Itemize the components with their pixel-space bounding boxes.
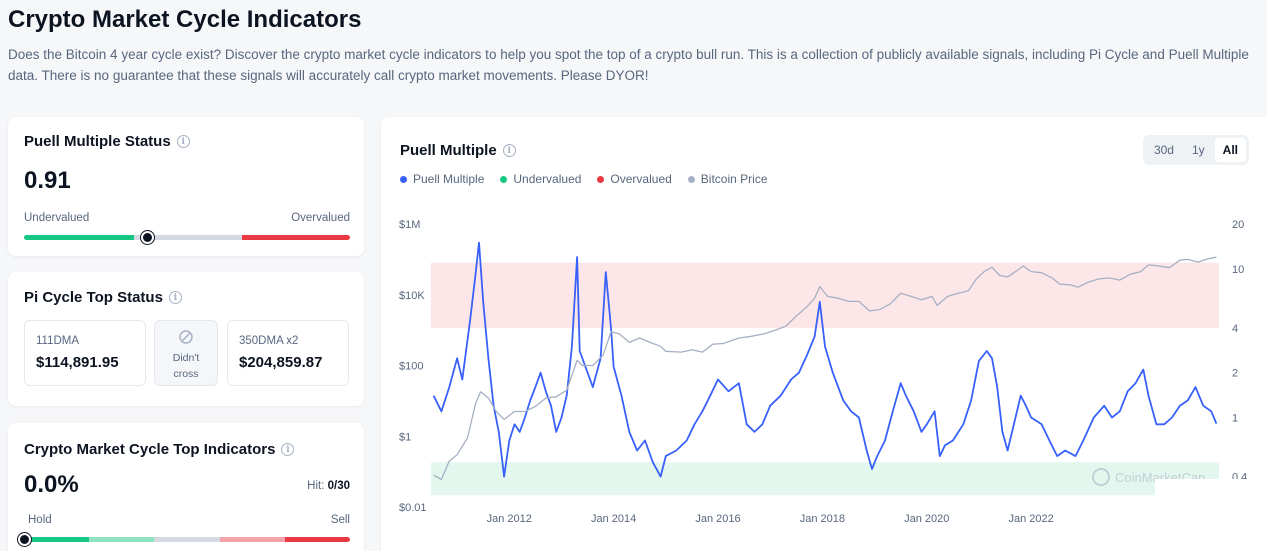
cycle-top-title-row: Crypto Market Cycle Top Indicators i: [24, 441, 295, 458]
ma111-label: 111DMA: [36, 335, 80, 347]
undervalued-segment: [24, 235, 134, 240]
legend-item-bitcoin-price[interactable]: Bitcoin Price: [687, 172, 768, 186]
range-1y-button[interactable]: 1y: [1191, 143, 1205, 157]
coinmarketcap-logo-icon: [1092, 468, 1110, 486]
puell-status-title: Puell Multiple Status: [24, 133, 171, 150]
puell-scale-labels: Undervalued Overvalued: [24, 212, 350, 224]
puell-status-title-row: Puell Multiple Status i: [24, 133, 190, 150]
undervalued-label: Undervalued: [24, 212, 90, 224]
legend-label-overvalued: Overvalued: [610, 172, 672, 186]
ma350-label: 350DMA x2: [239, 335, 299, 347]
left-axis-tick: $10K: [399, 290, 425, 302]
cross-status-line-2: cross: [173, 368, 199, 380]
cycle-scale-labels: Hold Sell: [28, 514, 350, 526]
cross-status-line-1: Didn't: [172, 352, 200, 364]
cycle-indicator-knob: [17, 533, 31, 546]
right-axis-tick: 20: [1232, 219, 1244, 231]
hold-segment: [89, 537, 154, 542]
left-axis-tick: $1M: [399, 219, 420, 231]
puell-multiple-line: [432, 241, 1218, 478]
left-axis-tick: $100: [399, 361, 423, 373]
ma111-box: 111DMA $114,891.95: [24, 320, 146, 386]
overvalued-band: [431, 262, 1219, 328]
pi-cycle-card: Pi Cycle Top Status i 111DMA $114,891.95…: [8, 272, 364, 406]
left-axis-tick: $1: [399, 431, 411, 443]
hold-label: Hold: [28, 514, 52, 526]
legend-item-undervalued[interactable]: Undervalued: [500, 172, 581, 186]
x-axis-tick: Jan 2018: [800, 513, 845, 525]
x-axis-tick: Jan 2020: [904, 513, 949, 525]
legend-label-puell: Puell Multiple: [413, 172, 485, 186]
info-icon[interactable]: i: [281, 443, 295, 456]
chart-title-row: Puell Multiple i: [400, 142, 516, 159]
hold-strong-segment: [24, 537, 89, 542]
legend-label-undervalued: Undervalued: [513, 172, 582, 186]
chart-title: Puell Multiple: [400, 142, 497, 159]
puell-chart-panel: Puell Multiple i 30d 1y All Puell Multip…: [381, 117, 1267, 551]
legend-item-overvalued[interactable]: Overvalued: [597, 172, 672, 186]
range-30d-button[interactable]: 30d: [1153, 143, 1174, 157]
x-axis-tick: Jan 2022: [1008, 513, 1053, 525]
right-axis-tick: 10: [1232, 264, 1244, 276]
right-axis-tick: 4: [1232, 323, 1238, 335]
hit-value: 0/30: [327, 480, 350, 492]
undervalued-band: [431, 462, 1219, 496]
puell-indicator-knob: [141, 231, 155, 244]
legend-dot-puell: [400, 175, 407, 183]
x-axis-tick: Jan 2014: [591, 513, 636, 525]
legend-label-bitcoin-price: Bitcoin Price: [700, 172, 768, 186]
range-selector: 30d 1y All: [1142, 135, 1249, 165]
x-axis-tick: Jan 2012: [487, 513, 532, 525]
puell-status-value: 0.91: [24, 167, 71, 194]
legend-dot-undervalued: [500, 175, 508, 183]
overvalued-label: Overvalued: [291, 212, 350, 224]
info-icon[interactable]: i: [502, 144, 516, 157]
cycle-top-value: 0.0%: [24, 471, 79, 498]
not-allowed-icon: [179, 330, 193, 344]
puell-status-card: Puell Multiple Status i 0.91 Undervalued…: [8, 117, 364, 256]
cycle-top-title: Crypto Market Cycle Top Indicators: [24, 441, 276, 458]
pi-cycle-title: Pi Cycle Top Status: [24, 289, 163, 306]
sell-segment: [220, 537, 285, 542]
legend-dot-overvalued: [597, 175, 605, 183]
pi-cycle-title-row: Pi Cycle Top Status i: [24, 289, 182, 306]
page-title: Crypto Market Cycle Indicators: [8, 6, 362, 33]
ma350-value: $204,859.87: [239, 354, 323, 371]
info-icon[interactable]: i: [176, 135, 190, 148]
ma350-box: 350DMA x2 $204,859.87: [227, 320, 349, 386]
hit-counter: Hit: 0/30: [307, 480, 350, 492]
left-axis-tick: $0.01: [399, 502, 427, 514]
neutral-segment: [134, 235, 242, 240]
right-axis-tick: 1: [1232, 412, 1238, 424]
neutral-segment: [154, 537, 220, 542]
legend-dot-bitcoin-price: [687, 175, 695, 183]
cycle-scale-track: [17, 533, 350, 546]
x-axis-tick: Jan 2016: [695, 513, 740, 525]
chart-legend: Puell Multiple Undervalued Overvalued Bi…: [400, 172, 768, 186]
info-icon[interactable]: i: [168, 291, 182, 304]
sell-strong-segment: [285, 537, 350, 542]
right-axis-tick: 2: [1232, 368, 1238, 380]
cross-status-box: Didn't cross: [154, 320, 218, 386]
legend-item-puell[interactable]: Puell Multiple: [400, 172, 484, 186]
range-all-button[interactable]: All: [1214, 138, 1246, 162]
cycle-top-card: Crypto Market Cycle Top Indicators i 0.0…: [8, 423, 364, 551]
page-description: Does the Bitcoin 4 year cycle exist? Dis…: [8, 47, 1249, 83]
overvalued-segment: [242, 235, 350, 240]
sell-label: Sell: [330, 514, 350, 526]
puell-scale-track: [24, 231, 350, 244]
ma111-value: $114,891.95: [36, 354, 119, 371]
hit-label: Hit:: [307, 480, 325, 492]
corner-cover: [1155, 479, 1267, 551]
bitcoin-price-line: [433, 256, 1217, 481]
